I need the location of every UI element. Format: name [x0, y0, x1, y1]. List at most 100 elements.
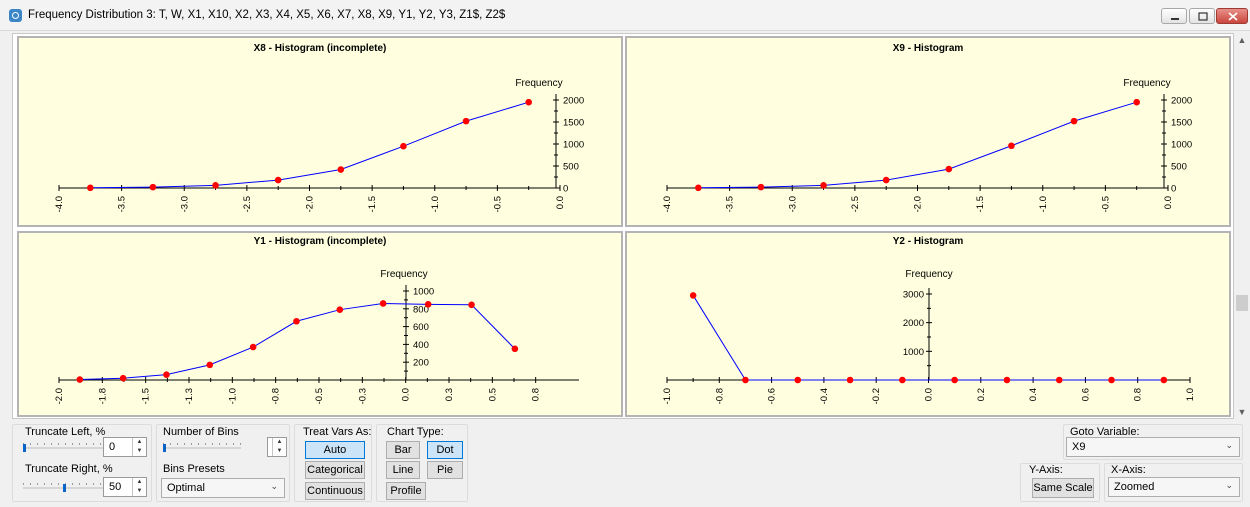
truncate-left-spinner[interactable]: 0 ▲ ▼: [103, 437, 147, 457]
y-axis-title: Frequency: [905, 269, 952, 280]
x-axis-select[interactable]: Zoomed ⌄: [1108, 477, 1240, 497]
chart-type-line-button[interactable]: Line: [386, 461, 420, 479]
y-tick-label: 1500: [1171, 118, 1192, 129]
x-tick-label: 1.0: [1185, 388, 1196, 401]
x-tick-label: -0.6: [767, 388, 778, 404]
close-button[interactable]: [1216, 8, 1248, 24]
restore-button[interactable]: [1189, 8, 1215, 24]
same-scale-button[interactable]: Same Scale: [1032, 478, 1094, 498]
chart-panel-y1: Y1 - Histogram (incomplete) -2.0 -1.8 -1.5 -…: [17, 231, 623, 417]
chart-panel-x8: X8 - Histogram (incomplete) -4.0 -3.5 -3.0 -…: [17, 36, 623, 227]
chart-svg: X8 - Histogram (incomplete) -4.0 -3.5 -3.0 -…: [54, 43, 584, 212]
chart-type-dot-button[interactable]: Dot: [427, 441, 463, 459]
y-tick-label: 1000: [413, 287, 434, 298]
x-tick-label: -1.3: [184, 388, 195, 404]
scrollbar-thumb[interactable]: [1236, 295, 1248, 311]
y-tick-label: 600: [413, 322, 429, 333]
number-of-bins-spinner[interactable]: ▲ ▼: [267, 437, 287, 457]
y-tick-label: 400: [413, 340, 429, 351]
data-point: [1008, 142, 1015, 150]
data-point: [462, 117, 470, 125]
chart-type-profile-button[interactable]: Profile: [386, 482, 426, 500]
x-tick-label: 0.4: [1028, 388, 1039, 401]
data-point: [899, 376, 906, 384]
x-tick-label: 0.6: [1080, 388, 1091, 401]
spin-down-icon[interactable]: ▼: [136, 488, 143, 494]
x-axis-group: X-Axis: Zoomed ⌄: [1104, 463, 1243, 502]
data-point: [511, 345, 519, 353]
x-tick-label: 0.0: [1163, 196, 1174, 209]
treat-auto-button[interactable]: Auto: [305, 441, 365, 459]
x-tick-label: 0.0: [555, 196, 566, 209]
x-tick-label: -3.5: [117, 196, 128, 212]
restore-icon: [1198, 12, 1208, 21]
spin-up-icon[interactable]: ▲: [136, 439, 143, 445]
data-point: [689, 292, 697, 299]
y-axis-title: Frequency: [515, 78, 562, 89]
x-tick-label: -1.0: [430, 196, 441, 212]
treat-continuous-button[interactable]: Continuous: [305, 482, 365, 500]
goto-variable-select[interactable]: X9 ⌄: [1066, 437, 1240, 457]
spin-down-icon[interactable]: ▼: [276, 448, 283, 454]
x-tick-label: -4.0: [54, 196, 65, 212]
y-tick-label: 1000: [1171, 140, 1192, 151]
data-point: [424, 301, 432, 308]
x-tick-label: -2.0: [913, 196, 924, 212]
x-tick-label: 0.8: [1133, 388, 1144, 401]
data-point: [695, 184, 702, 192]
spin-up-icon[interactable]: ▲: [276, 439, 283, 445]
chart-type-group: Chart Type: Bar Dot Line Pie Profile: [376, 424, 468, 502]
treat-vars-group: Treat Vars As: Auto Categorical Continuo…: [294, 424, 372, 502]
data-point: [379, 300, 387, 307]
scroll-up-icon[interactable]: ▲: [1237, 35, 1247, 45]
chart-type-pie-button[interactable]: Pie: [427, 461, 463, 479]
data-point: [1003, 376, 1011, 384]
y-tick-label: 800: [413, 304, 429, 315]
x-tick-label: -1.5: [975, 196, 986, 212]
bins-group: Number of Bins ▲ ▼ Bins Presets Optimal ⌄: [156, 424, 290, 502]
y-tick-label: 1500: [563, 118, 584, 129]
truncate-right-spinner[interactable]: 50 ▲ ▼: [103, 477, 147, 497]
x-tick-label: -2.0: [54, 388, 65, 404]
y-tick-label: 500: [563, 162, 579, 173]
spin-up-icon[interactable]: ▲: [136, 479, 143, 485]
y-axis-title: Frequency: [380, 269, 427, 280]
x-tick-label: -2.5: [242, 196, 253, 212]
vertical-scrollbar[interactable]: ▲ ▼: [1234, 33, 1250, 419]
data-point: [206, 361, 214, 369]
data-point: [293, 317, 300, 325]
treat-categorical-button[interactable]: Categorical: [305, 461, 365, 479]
scroll-down-icon[interactable]: ▼: [1237, 407, 1247, 417]
bins-presets-select[interactable]: Optimal ⌄: [161, 478, 285, 498]
x-tick-label: -2.0: [305, 196, 316, 212]
x-tick-label: -1.0: [1038, 196, 1049, 212]
data-point: [274, 176, 282, 184]
x-tick-label: -2.5: [850, 196, 861, 212]
data-point: [1133, 98, 1140, 106]
chart-svg: Y2 - Histogram -1.0 -0.8 -0.6 -0.4 -0.2 0.0 0.2…: [662, 236, 1196, 404]
x-tick-label: -4.0: [662, 196, 673, 212]
y-axis-title: Frequency: [1123, 78, 1170, 89]
chart-type-bar-button[interactable]: Bar: [386, 441, 420, 459]
number-of-bins-slider[interactable]: [163, 443, 241, 453]
x-tick-label: -0.4: [819, 388, 830, 404]
x-tick-label: -0.8: [271, 388, 282, 404]
spin-down-icon[interactable]: ▼: [136, 448, 143, 454]
series-line: [692, 295, 1164, 381]
chart-area: X8 - Histogram (incomplete) -4.0 -3.5 -3.0 -…: [12, 33, 1234, 419]
data-point: [757, 183, 765, 191]
data-point: [1070, 117, 1078, 125]
x-tick-label: -0.5: [314, 388, 325, 404]
minimize-button[interactable]: [1161, 8, 1187, 24]
truncate-right-slider[interactable]: [23, 483, 107, 493]
x-tick-label: 0.8: [531, 388, 542, 401]
data-point: [882, 176, 890, 184]
data-point: [525, 98, 532, 106]
chart-title: X9 - Histogram: [893, 43, 964, 54]
close-icon: [1228, 12, 1238, 21]
x-tick-label: -3.0: [787, 196, 798, 212]
x-tick-label: -0.3: [357, 388, 368, 404]
y-tick-label: 500: [1171, 162, 1187, 173]
truncate-left-slider[interactable]: [23, 443, 107, 453]
data-point: [337, 166, 345, 173]
